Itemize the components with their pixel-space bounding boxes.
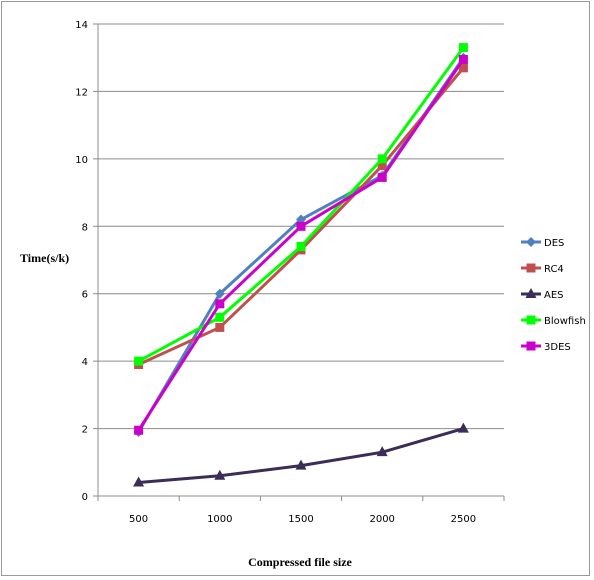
legend-label-rc4: RC4 [544,264,564,275]
data-point-rc4 [377,161,387,171]
series-aes [133,422,469,487]
legend-marker-blowfish [526,315,536,325]
series-lines [133,43,469,487]
axes [93,23,505,501]
legend-label-aes: AES [544,290,564,301]
series-blowfish [134,43,468,366]
data-point-3des [296,221,306,231]
data-point-aes [133,476,145,487]
y-tick-label: 6 [82,290,88,301]
y-tick-label: 10 [75,155,88,166]
legend-marker-3des [526,341,536,351]
series-3des [134,54,468,435]
data-point-des [214,288,225,299]
data-point-3des [377,172,387,182]
x-tick-label: 500 [129,514,148,525]
legend-item-3des: 3DES [521,341,571,353]
legend-marker-aes [525,288,537,298]
data-point-aes [376,446,388,457]
x-tick-label: 2500 [451,514,476,525]
data-point-blowfish [377,154,387,164]
legend-item-rc4: RC4 [521,263,564,275]
data-point-blowfish [296,242,306,252]
legend: DES RC4 AES Blowfish 3DES [521,237,586,353]
data-point-blowfish [134,356,144,366]
gridlines [98,23,504,430]
data-point-rc4 [458,63,468,73]
legend-label-3des: 3DES [544,342,571,353]
y-tick-label: 4 [82,357,88,368]
series-line-blowfish [137,46,465,363]
x-axis-label: Compressed file size [248,555,352,569]
y-tick-label: 14 [75,20,88,31]
x-tick-label: 1500 [288,514,313,525]
legend-label-blowfish: Blowfish [544,316,586,327]
legend-item-des: DES [521,237,564,249]
data-point-aes [457,422,469,433]
legend-item-aes: AES [521,288,564,301]
legend-marker-rc4 [526,263,536,273]
y-tick-label: 8 [82,222,88,233]
y-tick-label: 2 [82,425,88,436]
series-line-aes [138,427,464,485]
y-axis-label: Time(s/k) [20,251,69,265]
legend-marker-des [526,237,536,247]
data-point-blowfish [215,312,225,322]
data-point-3des [458,54,468,64]
x-tick-labels: 500 1000 1500 2000 2500 [129,514,476,525]
data-point-3des [134,425,144,435]
data-point-aes [295,459,307,470]
legend-item-blowfish: Blowfish [521,315,586,327]
y-tick-labels: 0 2 4 6 8 10 12 14 [75,20,88,503]
data-point-rc4 [215,322,225,332]
y-tick-label: 12 [75,87,88,98]
data-point-3des [215,299,225,309]
legend-label-des: DES [544,238,564,249]
y-tick-label: 0 [82,492,88,503]
x-tick-label: 2000 [369,514,394,525]
data-point-blowfish [458,43,468,53]
x-tick-label: 1000 [207,514,232,525]
data-point-aes [214,469,226,480]
